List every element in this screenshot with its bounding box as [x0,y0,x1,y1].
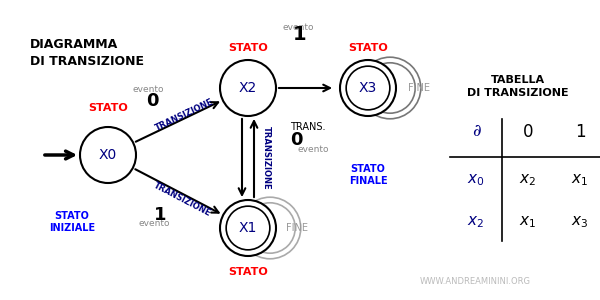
Text: 1: 1 [154,206,166,224]
Text: STATO: STATO [348,43,388,53]
Text: X1: X1 [239,221,257,235]
Text: WWW.ANDREAMININI.ORG: WWW.ANDREAMININI.ORG [420,277,531,286]
Text: FINE: FINE [408,83,430,93]
Text: STATO
FINALE: STATO FINALE [349,164,388,186]
Text: ∂: ∂ [472,123,481,140]
Text: 0: 0 [523,123,533,141]
Text: TRANSIZIONE: TRANSIZIONE [262,126,271,190]
Circle shape [220,60,276,116]
Text: 0: 0 [290,131,302,149]
Text: STATO: STATO [228,267,268,277]
Text: $x_{1}$: $x_{1}$ [571,172,589,188]
Text: evento: evento [132,85,164,94]
Circle shape [80,127,136,183]
Text: STATO: STATO [228,43,268,53]
Text: X0: X0 [99,148,117,162]
Text: $x_{2}$: $x_{2}$ [520,172,536,188]
Text: $x_{2}$: $x_{2}$ [467,214,485,230]
Text: STATO
INIZIALE: STATO INIZIALE [49,211,95,233]
Text: TABELLA
DI TRANSIZIONE: TABELLA DI TRANSIZIONE [467,75,569,98]
Text: $x_{0}$: $x_{0}$ [467,172,485,188]
Text: TRANS.: TRANS. [290,122,326,132]
Text: X3: X3 [359,81,377,95]
Text: 0: 0 [146,92,158,110]
Text: 1: 1 [293,25,307,44]
Circle shape [220,200,276,256]
Text: DIAGRAMMA
DI TRANSIZIONE: DIAGRAMMA DI TRANSIZIONE [30,38,144,68]
Text: $x_{3}$: $x_{3}$ [571,214,589,230]
Text: evento: evento [138,220,170,229]
Text: STATO: STATO [88,103,128,113]
Text: $x_{1}$: $x_{1}$ [520,214,536,230]
Text: X2: X2 [239,81,257,95]
Circle shape [340,60,396,116]
Text: evento: evento [282,23,314,32]
Text: TRANSIZIONE: TRANSIZIONE [152,181,212,218]
Text: TRANSIZIONE: TRANSIZIONE [154,98,215,133]
Text: evento: evento [298,146,329,154]
Text: 1: 1 [575,123,586,141]
Text: FINE: FINE [286,223,308,233]
